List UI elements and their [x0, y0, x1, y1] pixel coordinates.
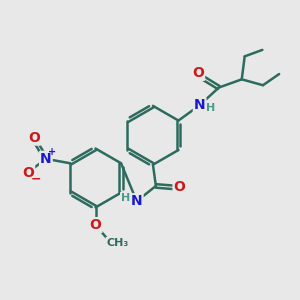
Text: N: N [40, 152, 52, 166]
Text: N: N [194, 98, 206, 112]
Text: O: O [192, 66, 204, 80]
Text: O: O [173, 180, 185, 194]
Text: O: O [90, 218, 101, 232]
Text: +: + [48, 147, 56, 158]
Text: O: O [22, 166, 34, 180]
Text: CH₃: CH₃ [106, 238, 129, 248]
Text: H: H [121, 193, 130, 203]
Text: N: N [131, 194, 142, 208]
Text: −: − [31, 172, 41, 185]
Text: H: H [206, 103, 215, 112]
Text: O: O [28, 130, 40, 145]
